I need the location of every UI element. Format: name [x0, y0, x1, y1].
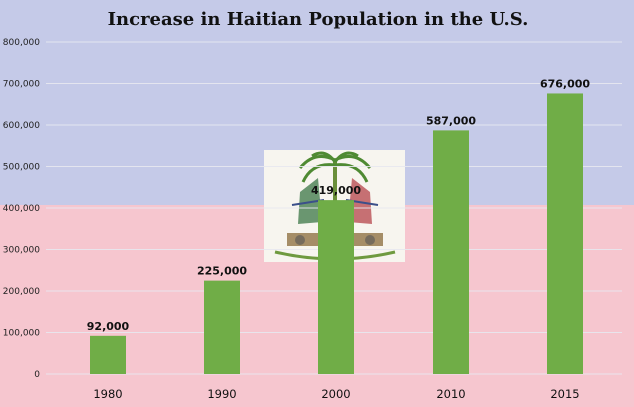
- y-tick-label: 500,000: [3, 163, 40, 173]
- bar-2000: [318, 200, 354, 374]
- x-tick-label: 2010: [436, 387, 465, 401]
- x-tick-label: 2000: [321, 387, 350, 401]
- y-tick-label: 400,000: [3, 204, 40, 214]
- y-tick-label: 600,000: [3, 121, 40, 131]
- y-axis: 0 100,000 200,000 300,000 400,000 500,000 600,…: [3, 38, 40, 380]
- y-tick-label: 700,000: [3, 80, 40, 90]
- y-tick-label: 300,000: [3, 246, 40, 256]
- y-tick-label: 0: [34, 370, 40, 380]
- data-label: 676,000: [540, 77, 590, 90]
- bar-1990: [204, 280, 240, 374]
- bars: [90, 93, 583, 375]
- data-label: 92,000: [87, 320, 130, 333]
- data-label: 225,000: [197, 265, 247, 278]
- bar-1980: [90, 335, 126, 374]
- y-tick-label: 100,000: [3, 329, 40, 339]
- y-tick-label: 800,000: [3, 38, 40, 48]
- x-axis: 1980 1990 2000 2010 2015: [93, 387, 579, 401]
- bar-2015: [547, 93, 583, 375]
- x-tick-label: 1990: [207, 387, 236, 401]
- chart-title: Increase in Haitian Population in the U.…: [108, 9, 529, 30]
- y-tick-label: 200,000: [3, 287, 40, 297]
- bar-2010: [433, 130, 469, 374]
- data-label: 419,000: [311, 184, 361, 197]
- data-labels: 92,000 225,000 419,000 587,000 676,000: [87, 77, 591, 332]
- x-tick-label: 1980: [93, 387, 122, 401]
- x-tick-label: 2015: [550, 387, 579, 401]
- data-label: 587,000: [426, 114, 476, 127]
